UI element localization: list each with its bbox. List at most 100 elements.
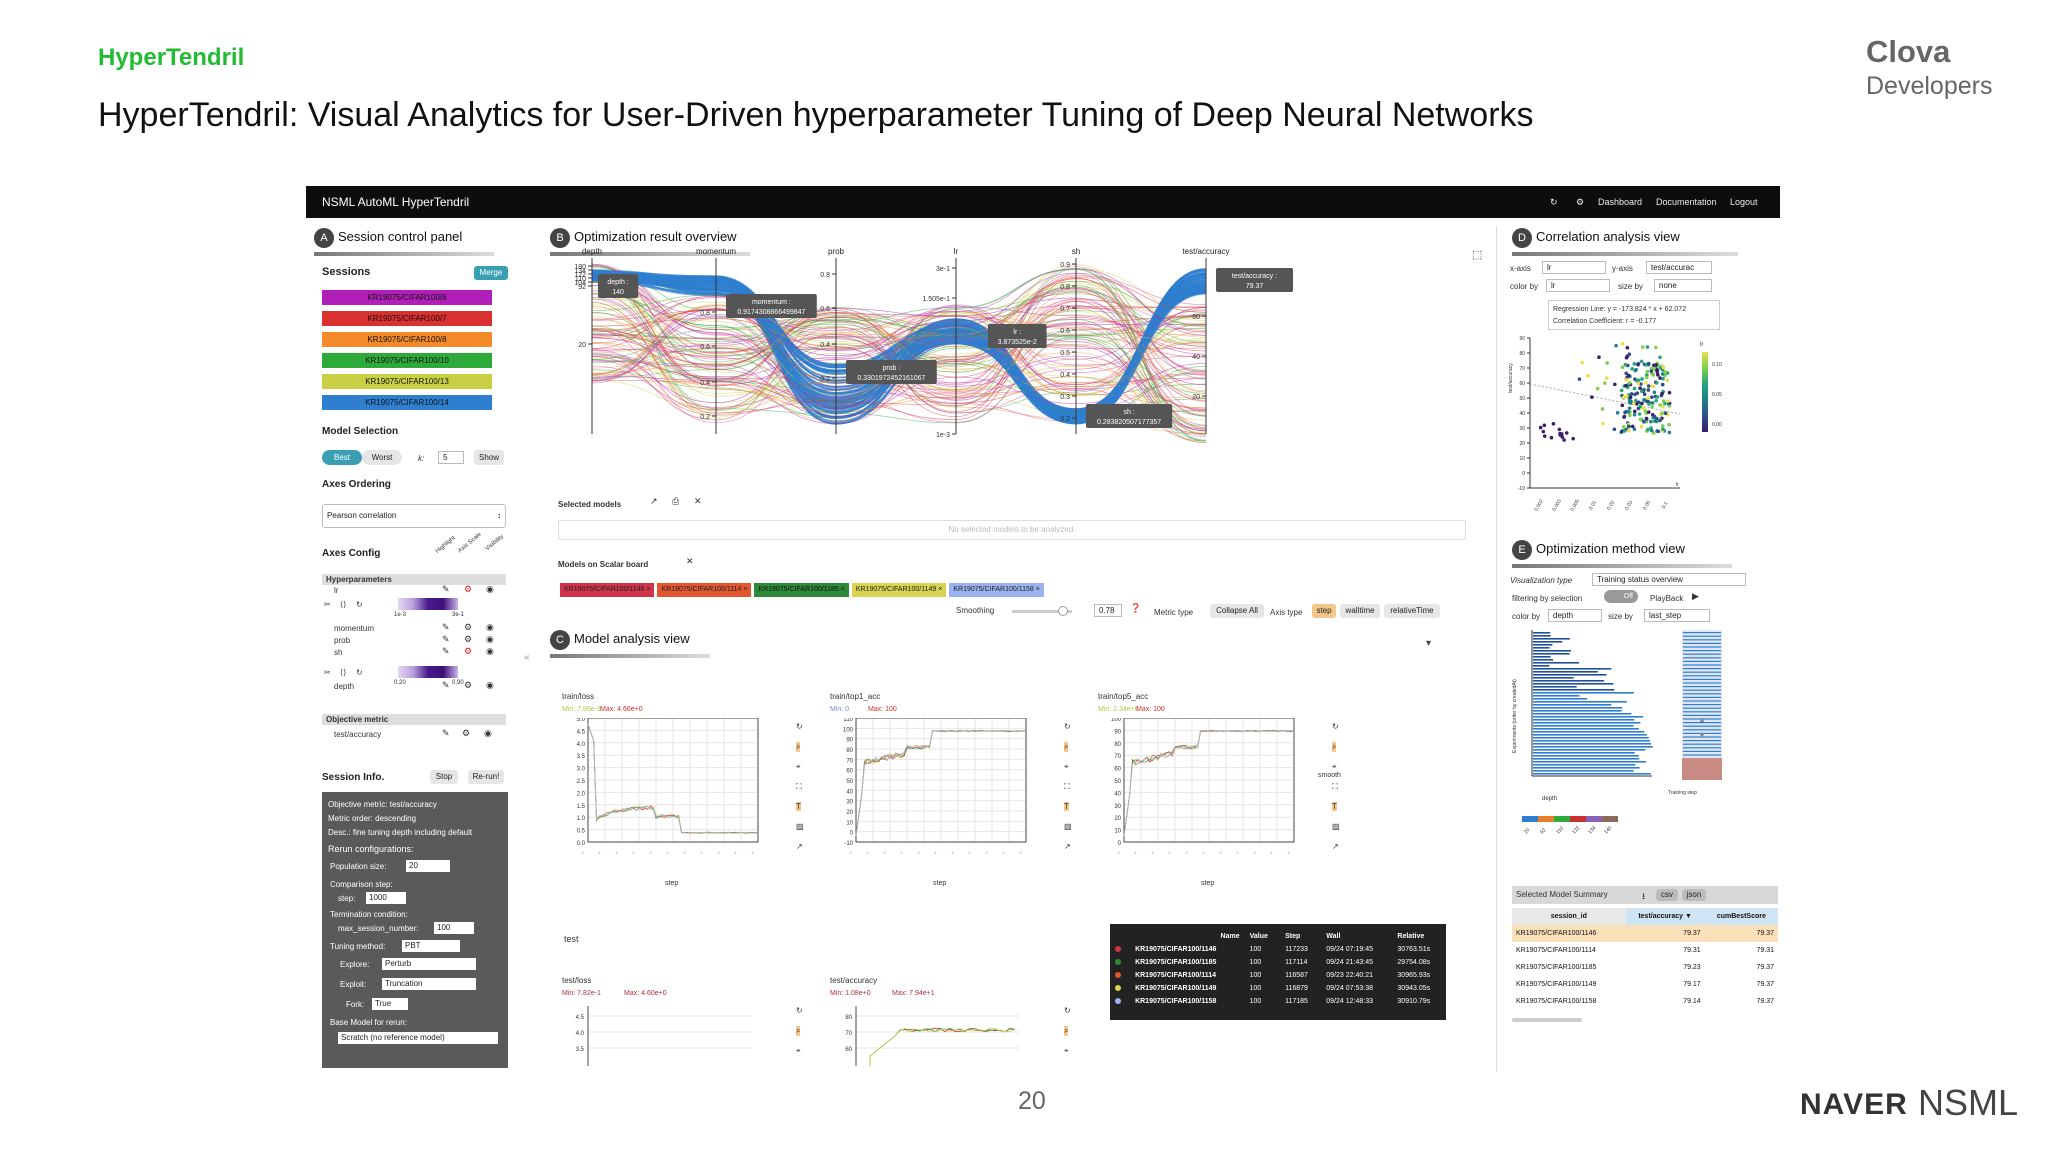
experiment-bar[interactable] [1533,704,1612,706]
scatter-point[interactable] [1551,421,1556,426]
experiment-bar[interactable] [1533,692,1634,694]
scatter-point[interactable] [1628,381,1632,385]
scatter-point[interactable] [1661,364,1665,369]
scatter-point[interactable] [1644,416,1649,421]
axis-type-relative[interactable]: relativeTime [1384,604,1440,618]
scatter-point[interactable] [1624,371,1629,376]
experiment-bar[interactable] [1533,677,1574,679]
experiment-bar[interactable] [1533,752,1635,754]
scatter-point[interactable] [1541,429,1546,434]
experiment-bar[interactable] [1533,647,1550,649]
tuning-method-select[interactable]: PBT [402,940,460,952]
model-line[interactable] [591,330,1207,395]
scatter-point[interactable] [1646,361,1651,366]
correlation-scatter-plot[interactable]: 90 80 70 60 50 40 30 20 10 0 -10 test/accuracy 0.002… [1502,332,1772,532]
scalar-model-chip[interactable]: KR19075/CIFAR100/1146 × [560,583,655,597]
refresh-icon[interactable]: ↻ [796,722,803,731]
select-icon[interactable]: ⌖ [1332,762,1337,771]
experiment-bar[interactable] [1533,737,1649,739]
fit-icon[interactable]: ⛶ [796,782,802,791]
model-line[interactable] [591,297,1207,402]
scatter-point[interactable] [1586,373,1590,378]
scatter-point[interactable] [1645,345,1650,349]
scatter-point[interactable] [1644,375,1649,380]
scatter-point[interactable] [1634,398,1638,403]
eye-icon[interactable]: ◉ [486,622,494,632]
experiment-bar[interactable] [1533,725,1634,727]
scatter-point[interactable] [1600,407,1605,411]
scatter-point[interactable] [1549,435,1554,440]
scatter-point[interactable] [1649,419,1653,424]
close-icon[interactable]: ✕ [686,556,694,566]
axes-ordering-select[interactable]: Pearson correlation ↕ [322,504,506,528]
scatter-point[interactable] [1654,345,1658,350]
scatter-point[interactable] [1660,391,1664,396]
model-line[interactable] [591,317,1207,394]
scatter-point[interactable] [1642,406,1646,410]
model-line[interactable] [591,315,1207,367]
eye-icon[interactable]: ◉ [486,646,494,656]
experiment-bar[interactable] [1533,740,1650,742]
model-line[interactable] [591,286,1207,441]
worst-button[interactable]: Worst [362,450,402,465]
chart-icon[interactable]: ▨ [796,822,804,831]
scatter-point[interactable] [1542,423,1547,428]
scatter-point[interactable] [1658,403,1662,407]
scatter-point[interactable] [1580,360,1584,365]
scatter-point[interactable] [1646,388,1651,392]
highlight-pen-icon[interactable]: ✎ [442,584,450,594]
scatter-point[interactable] [1564,431,1569,435]
session-item[interactable]: KR19075/CIFAR100/7 [322,311,492,326]
gear-icon[interactable]: ⚙ [464,584,473,594]
scatter-point[interactable] [1660,382,1665,387]
scatter-point[interactable] [1640,377,1644,381]
experiment-bar[interactable] [1533,671,1598,673]
scatter-point[interactable] [1605,361,1609,365]
scissors-icon[interactable]: ✂ [324,668,331,677]
summary-row[interactable]: KR19075/CIFAR100/1185 79.23 79.37 [1512,959,1778,976]
session-item[interactable]: KR19075/CIFAR100/8 [322,332,492,347]
scatter-point[interactable] [1621,424,1626,429]
scatter-point[interactable] [1667,422,1671,427]
scatter-point[interactable] [1639,389,1644,393]
model-line[interactable] [591,318,1207,353]
scatter-point[interactable] [1632,427,1637,431]
scalar-chart-plot[interactable]: 5.0 4.5 4.0 3.5 3.0 2.5 2.0 1.5 1.0 0.5 0.0 [562,718,792,872]
metric-line[interactable] [869,1027,1016,1066]
scatter-point[interactable] [1612,427,1617,432]
scatter-point[interactable] [1665,371,1670,375]
axis-type-step[interactable]: step [1312,604,1336,618]
gear-icon[interactable]: ⚙ [462,728,471,738]
highlight-pen-icon[interactable]: ✎ [442,680,450,690]
close-icon[interactable]: ✕ [694,496,702,506]
model-line[interactable] [591,297,1207,417]
scissors-icon[interactable]: ✂ [324,600,331,609]
scatter-point[interactable] [1667,390,1672,395]
scatter-point[interactable] [1639,424,1644,429]
scatter-point[interactable] [1661,376,1665,381]
nav-logout[interactable]: Logout [1730,197,1758,207]
scatter-point[interactable] [1642,398,1646,402]
scatter-point[interactable] [1638,386,1642,391]
scatter-point[interactable] [1615,411,1620,415]
collapse-chevron-icon[interactable]: « [524,652,530,663]
model-line[interactable] [591,322,1207,424]
scatter-point[interactable] [1622,429,1627,433]
chart-icon[interactable]: ↗ [650,496,658,506]
scatter-point[interactable] [1653,419,1658,423]
gear-icon[interactable]: ⚙ [464,680,473,690]
scalar-model-chip[interactable]: KR19075/CIFAR100/1114 × [657,583,752,597]
rerun-button[interactable]: Re-run! [468,770,504,784]
experiment-bar[interactable] [1533,638,1570,640]
experiment-bar[interactable] [1533,683,1614,685]
scatter-point[interactable] [1654,381,1659,385]
smoothing-input[interactable]: 0.78 [1094,604,1122,617]
summary-header-cell[interactable]: session_id [1550,913,1587,920]
chart-icon[interactable]: ▨ [1332,822,1340,831]
scalar-model-chip[interactable]: KR19075/CIFAR100/1149 × [851,583,947,597]
scatter-point[interactable] [1647,402,1651,406]
scatter-point[interactable] [1650,405,1654,409]
print-icon[interactable]: ⎙ [672,496,680,506]
